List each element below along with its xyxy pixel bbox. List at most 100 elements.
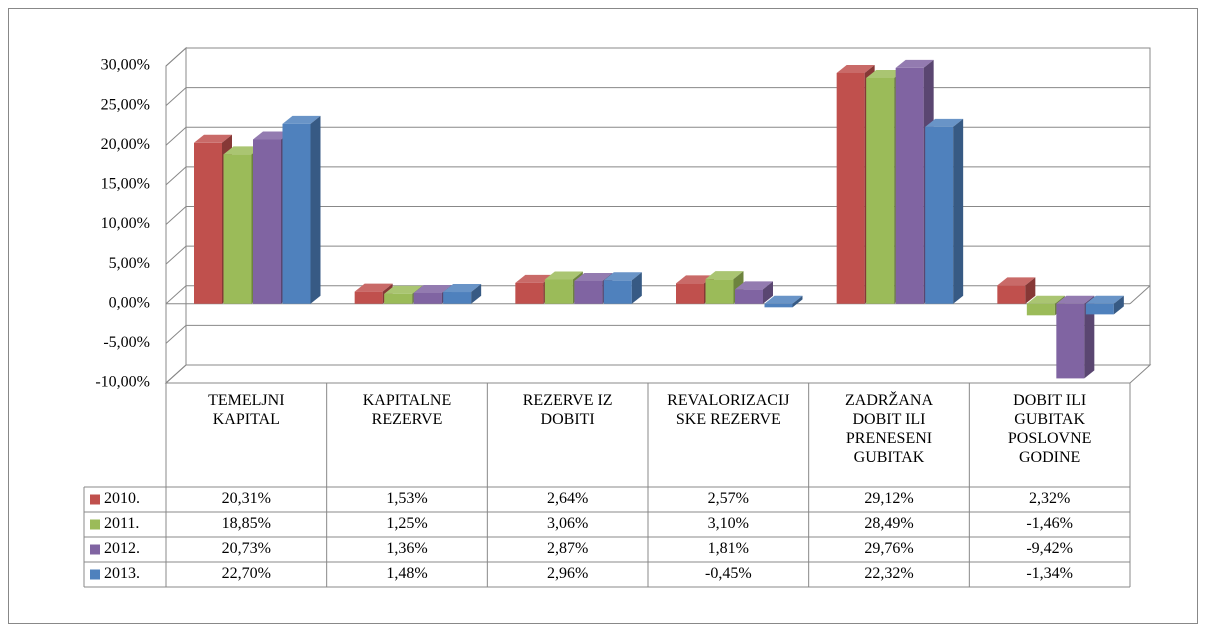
bar-top	[282, 115, 321, 124]
legend-label: 2013.	[104, 565, 140, 582]
category-label: REVALORIZACIJSKE REZERVE	[667, 392, 790, 428]
table-value: 1,81%	[708, 540, 749, 557]
grid-line	[165, 126, 187, 146]
grid-line	[165, 206, 187, 225]
bar-top	[515, 274, 554, 283]
legend-label: 2011.	[104, 515, 139, 532]
bar-side	[792, 295, 803, 308]
legend-swatch	[90, 494, 100, 505]
bar-side	[1084, 295, 1095, 379]
grid-line	[165, 47, 187, 67]
table-value: 1,36%	[386, 540, 427, 557]
bar-front	[282, 123, 311, 304]
table-value: 1,53%	[386, 490, 427, 507]
y-tick-label: 10,00%	[101, 215, 150, 232]
bar-front	[603, 280, 632, 304]
table-value: 28,49%	[864, 515, 913, 532]
y-tick-label: 30,00%	[101, 57, 150, 74]
bar-top	[866, 69, 905, 78]
bar-front	[676, 283, 704, 304]
bar-top	[544, 271, 583, 280]
bar-top	[1026, 295, 1065, 304]
bar-top	[413, 284, 452, 293]
bar-front	[836, 72, 865, 304]
legend-label: 2010.	[104, 490, 140, 507]
table-value: 20,31%	[222, 490, 271, 507]
legend-swatch	[90, 544, 100, 555]
table-value: -9,42%	[1026, 540, 1073, 557]
bar-top	[1085, 295, 1124, 304]
y-tick-label: 20,00%	[101, 136, 150, 153]
table-value: 2,57%	[708, 490, 749, 507]
bar-front	[1026, 303, 1055, 316]
category-label: REZERVE IZ DOBITI	[522, 392, 613, 428]
table-value: 3,06%	[547, 515, 588, 532]
bar-front	[866, 77, 895, 304]
bar-top	[997, 277, 1036, 286]
table-value: 2,96%	[547, 565, 588, 582]
table-value: 22,70%	[222, 565, 271, 582]
bar-front	[925, 126, 954, 304]
category-label: TEMELJNI KAPITAL	[208, 392, 285, 428]
bar-top	[1056, 295, 1095, 304]
bar-top	[443, 284, 482, 293]
table-value: -1,46%	[1026, 515, 1073, 532]
bar-front	[574, 281, 603, 304]
bar-front	[354, 291, 383, 304]
bar-side	[763, 281, 773, 304]
bar-side	[1025, 277, 1036, 304]
bar-top	[384, 285, 423, 294]
bar-front	[194, 142, 222, 304]
y-tick-label: 5,00%	[109, 255, 150, 272]
bar-front	[515, 282, 544, 304]
grid-line	[165, 325, 187, 344]
bar-top	[836, 64, 875, 73]
bar-top	[764, 295, 803, 304]
grid-line	[165, 364, 187, 384]
table-value: -1,34%	[1026, 565, 1073, 582]
legend-label: 2012.	[104, 540, 140, 557]
bar-front	[253, 139, 281, 304]
bar-front	[1085, 303, 1114, 315]
chart-border	[8, 8, 1198, 624]
bar-front	[384, 293, 413, 304]
bar-front	[735, 289, 763, 304]
table-value: 2,32%	[1029, 490, 1070, 507]
bar-front	[413, 292, 442, 304]
bar-side	[631, 272, 642, 304]
bar-top	[895, 59, 934, 68]
zero-line	[1129, 285, 1151, 305]
table-value: 20,73%	[222, 540, 271, 557]
table-value: 29,76%	[864, 540, 913, 557]
bar-side	[953, 118, 964, 304]
grid-line	[165, 285, 187, 305]
bar-top	[705, 271, 744, 280]
table-value: 1,25%	[386, 515, 427, 532]
bar-front	[1056, 303, 1085, 379]
category-label: ZADRŽANA DOBIT ILI PRENESENI GUBITAK	[845, 392, 933, 466]
table-value: 2,64%	[547, 490, 588, 507]
bar-top	[735, 281, 773, 290]
bar-top	[253, 131, 291, 140]
bar-top	[223, 146, 262, 155]
legend-swatch	[90, 569, 100, 580]
bar-front	[764, 303, 793, 308]
bar-top	[676, 275, 714, 284]
y-tick-label: 15,00%	[101, 176, 150, 193]
bar-top	[574, 273, 613, 282]
bar-top	[354, 283, 393, 292]
table-value: 18,85%	[222, 515, 271, 532]
bar-top	[194, 134, 232, 143]
table-value: 3,10%	[708, 515, 749, 532]
table-value: 29,12%	[864, 490, 913, 507]
category-label: KAPITALNE REZERVE	[362, 392, 452, 428]
bar-side	[1113, 295, 1124, 315]
table-value: -0,45%	[705, 565, 752, 582]
grid-line	[165, 87, 187, 106]
table-value: 2,87%	[547, 540, 588, 557]
bar-side	[310, 115, 321, 304]
bar-front	[443, 292, 472, 304]
floor	[164, 364, 1152, 384]
